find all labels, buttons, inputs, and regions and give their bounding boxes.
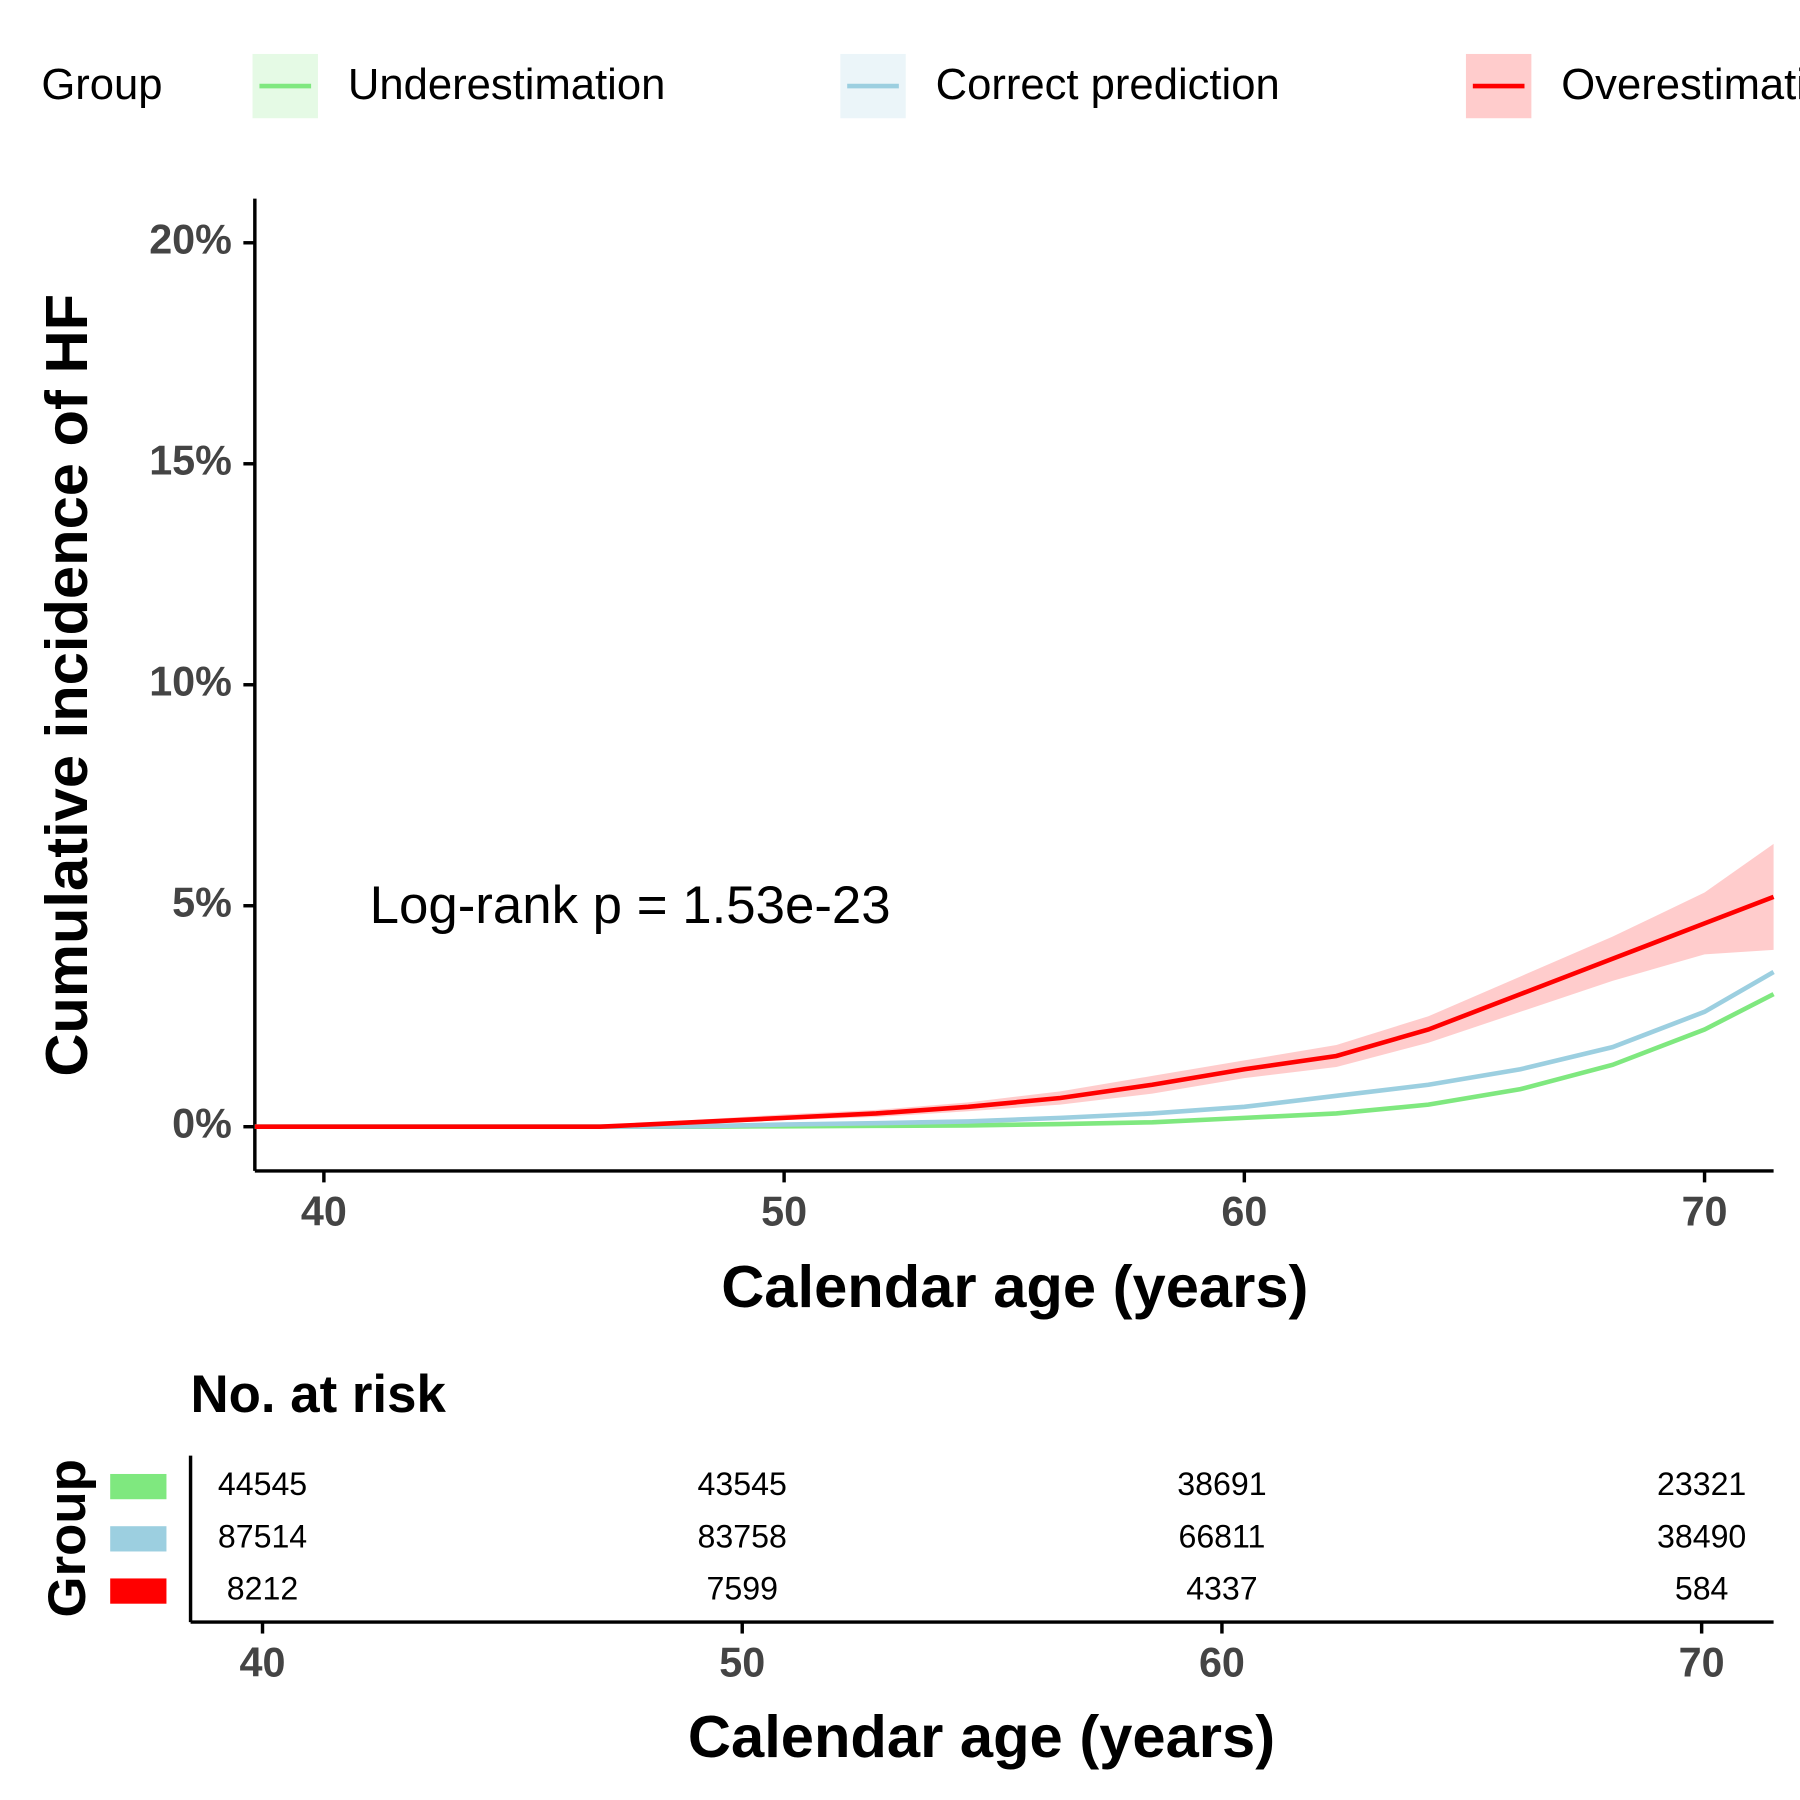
x-axis-title: Calendar age (years)	[721, 1253, 1308, 1320]
risk-count: 43545	[698, 1466, 787, 1502]
y-tick-label: 20%	[149, 217, 232, 263]
y-axis-title: Cumulative incidence of HF	[33, 294, 100, 1077]
risk-count: 584	[1675, 1571, 1729, 1607]
row-swatch	[110, 1526, 167, 1552]
risk-count: 4337	[1186, 1571, 1257, 1607]
x-tick-label: 40	[240, 1640, 286, 1686]
legend-label: Overestimation	[1561, 61, 1800, 109]
risk-count: 66811	[1178, 1518, 1265, 1554]
annotation: Log-rank p = 1.53e-23	[370, 876, 891, 935]
table-title: No. at risk	[191, 1365, 447, 1424]
row-swatch	[110, 1578, 167, 1604]
y-tick-label: 5%	[172, 880, 232, 926]
survival-line	[254, 970, 1775, 1130]
legend-label: Underestimation	[348, 61, 666, 109]
risk-count: 87514	[218, 1518, 307, 1554]
y-tick-label: 15%	[149, 438, 232, 484]
table-y-title: Group	[38, 1459, 97, 1617]
x-tick-label: 40	[301, 1188, 347, 1234]
x-tick-label: 70	[1679, 1640, 1725, 1686]
risk-count: 8212	[227, 1571, 298, 1607]
y-tick-label: 10%	[149, 659, 232, 705]
row-swatch	[110, 1473, 167, 1500]
legend-label: Correct prediction	[936, 61, 1280, 109]
risk-count: 23321	[1657, 1466, 1746, 1502]
x-tick-label: 60	[1199, 1640, 1245, 1686]
risk-count: 38490	[1657, 1518, 1746, 1554]
x-tick-label: 50	[761, 1188, 807, 1234]
legend-title: Group	[41, 61, 162, 109]
table-x-title: Calendar age (years)	[688, 1703, 1275, 1770]
y-tick-label: 0%	[172, 1101, 232, 1147]
x-tick-label: 50	[719, 1640, 765, 1686]
x-tick-label: 60	[1221, 1188, 1267, 1234]
risk-count: 7599	[706, 1571, 777, 1607]
survival-line	[254, 894, 1775, 1130]
x-tick-label: 70	[1682, 1188, 1728, 1234]
risk-count: 38691	[1177, 1466, 1266, 1502]
risk-count: 44545	[218, 1466, 307, 1502]
risk-count: 83758	[698, 1518, 787, 1554]
